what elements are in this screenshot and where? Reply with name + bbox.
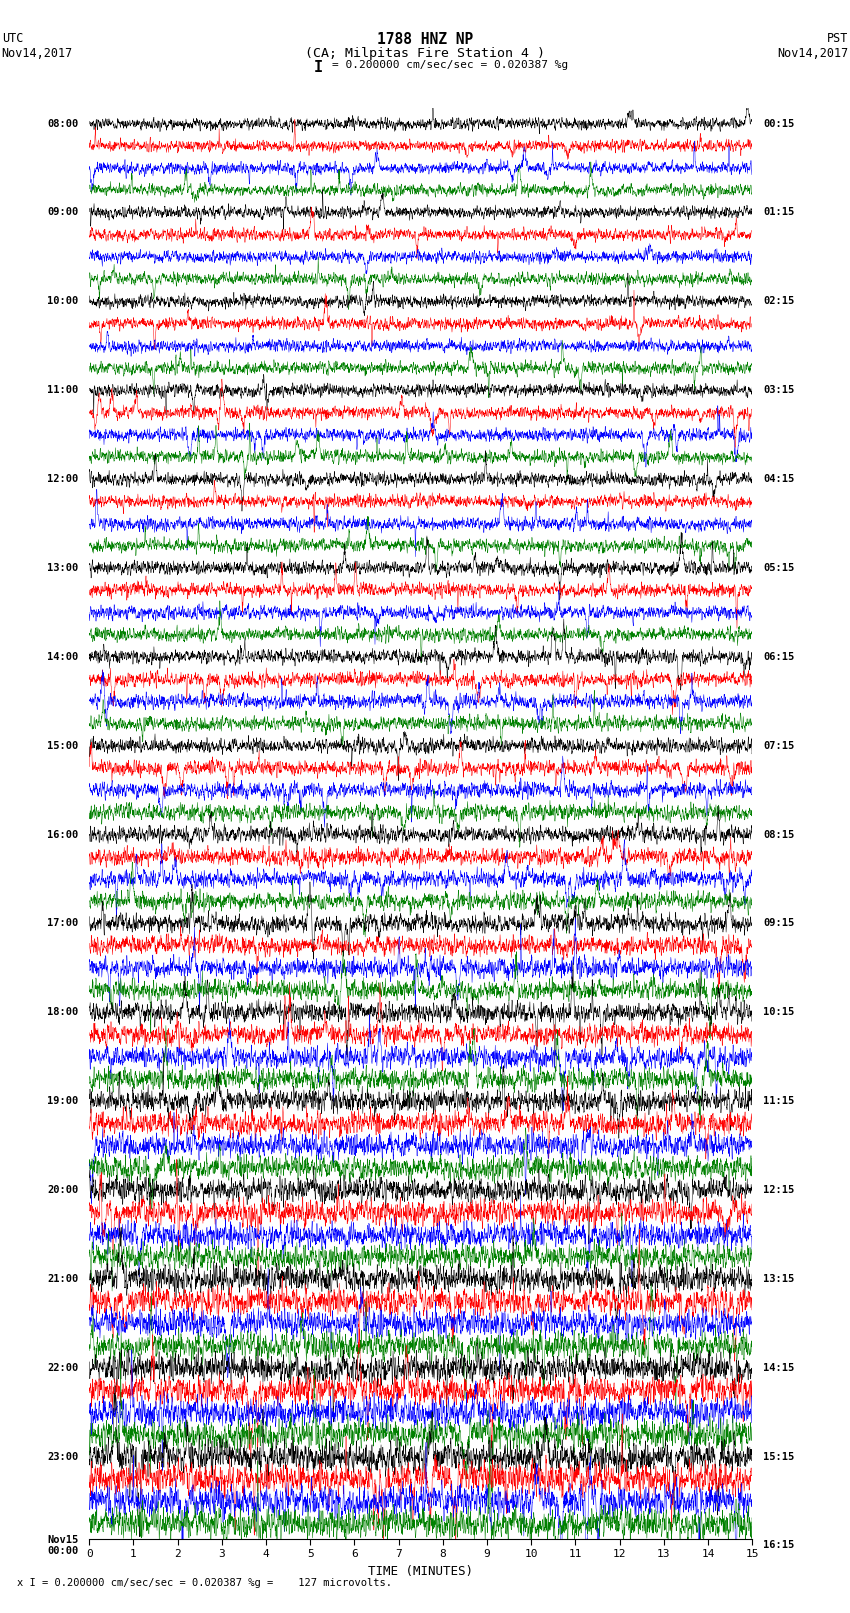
Text: UTC: UTC (2, 32, 23, 45)
Text: 22:00: 22:00 (47, 1363, 78, 1373)
Text: Nov15
00:00: Nov15 00:00 (47, 1534, 78, 1557)
Text: 14:00: 14:00 (47, 652, 78, 661)
Text: 12:00: 12:00 (47, 474, 78, 484)
Text: 07:15: 07:15 (763, 740, 795, 750)
Text: 15:00: 15:00 (47, 740, 78, 750)
Text: 15:15: 15:15 (763, 1452, 795, 1461)
Text: I: I (314, 60, 323, 74)
Text: 16:15: 16:15 (763, 1540, 795, 1550)
Text: 08:15: 08:15 (763, 829, 795, 839)
Text: 11:15: 11:15 (763, 1097, 795, 1107)
Text: 20:00: 20:00 (47, 1186, 78, 1195)
X-axis label: TIME (MINUTES): TIME (MINUTES) (368, 1565, 473, 1578)
Text: 21:00: 21:00 (47, 1274, 78, 1284)
Text: 09:00: 09:00 (47, 208, 78, 218)
Text: 10:00: 10:00 (47, 297, 78, 306)
Text: 14:15: 14:15 (763, 1363, 795, 1373)
Text: 00:15: 00:15 (763, 119, 795, 129)
Text: 10:15: 10:15 (763, 1007, 795, 1018)
Text: 13:00: 13:00 (47, 563, 78, 573)
Text: 13:15: 13:15 (763, 1274, 795, 1284)
Text: 23:00: 23:00 (47, 1452, 78, 1461)
Text: 19:00: 19:00 (47, 1097, 78, 1107)
Text: 18:00: 18:00 (47, 1007, 78, 1018)
Text: 09:15: 09:15 (763, 918, 795, 929)
Text: x I = 0.200000 cm/sec/sec = 0.020387 %g =    127 microvolts.: x I = 0.200000 cm/sec/sec = 0.020387 %g … (17, 1578, 392, 1587)
Text: 12:15: 12:15 (763, 1186, 795, 1195)
Text: 06:15: 06:15 (763, 652, 795, 661)
Text: 08:00: 08:00 (47, 119, 78, 129)
Text: 1788 HNZ NP: 1788 HNZ NP (377, 32, 473, 47)
Text: 01:15: 01:15 (763, 208, 795, 218)
Text: 02:15: 02:15 (763, 297, 795, 306)
Text: (CA; Milpitas Fire Station 4 ): (CA; Milpitas Fire Station 4 ) (305, 47, 545, 60)
Text: Nov14,2017: Nov14,2017 (777, 47, 848, 60)
Text: 16:00: 16:00 (47, 829, 78, 839)
Text: 04:15: 04:15 (763, 474, 795, 484)
Text: 05:15: 05:15 (763, 563, 795, 573)
Text: Nov14,2017: Nov14,2017 (2, 47, 73, 60)
Text: PST: PST (827, 32, 848, 45)
Text: 03:15: 03:15 (763, 386, 795, 395)
Text: 17:00: 17:00 (47, 918, 78, 929)
Text: 11:00: 11:00 (47, 386, 78, 395)
Text: = 0.200000 cm/sec/sec = 0.020387 %g: = 0.200000 cm/sec/sec = 0.020387 %g (332, 60, 568, 69)
